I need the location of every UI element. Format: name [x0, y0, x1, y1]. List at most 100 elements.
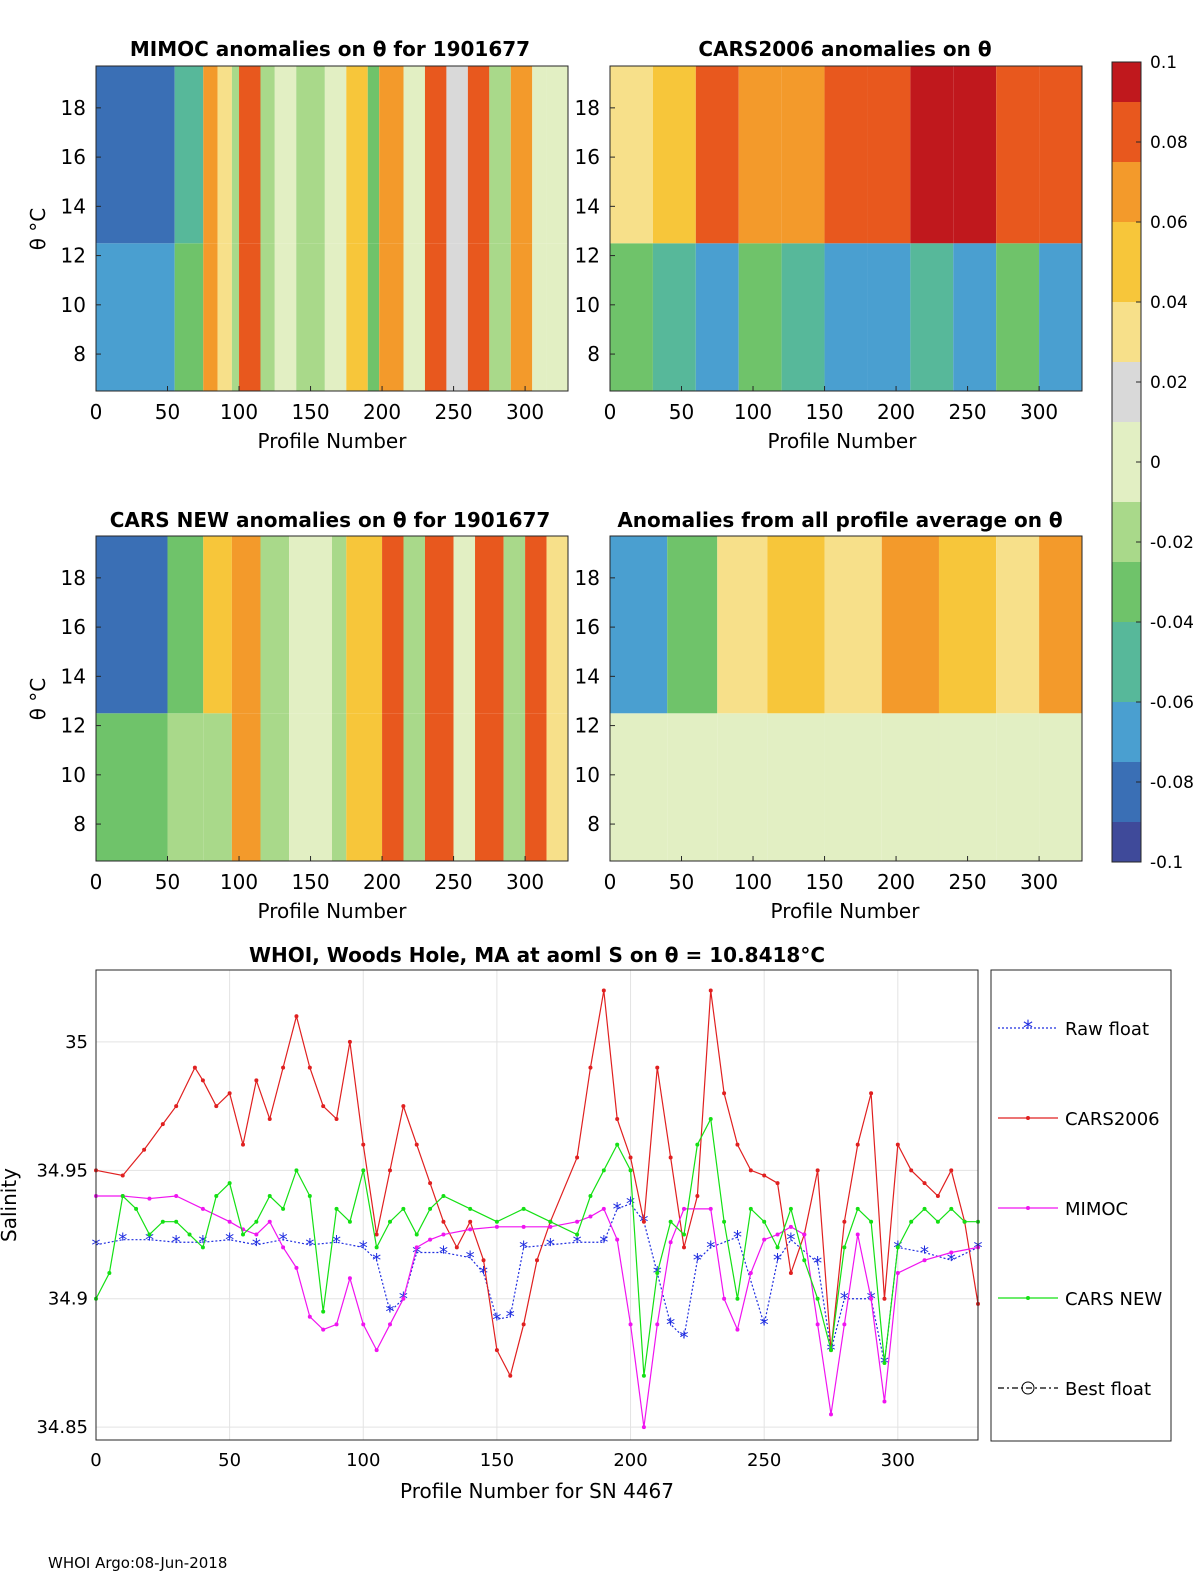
data-point-mimoc: [548, 1224, 553, 1229]
data-point-cars2006: [508, 1373, 513, 1378]
data-point-cars-new: [401, 1206, 406, 1211]
colorbar-segment: [1112, 582, 1141, 603]
heatmap-cell: [953, 243, 997, 391]
data-point-raw-float: *: [118, 1230, 127, 1251]
colorbar-tick-label: -0.06: [1150, 693, 1194, 713]
colorbar-segment: [1112, 262, 1141, 283]
colorbar-segment: [1112, 502, 1141, 523]
data-point-cars2006: [775, 1181, 780, 1186]
data-point-cars2006: [722, 1091, 727, 1096]
x-tick-labels: 0 50 100 150 200 250 300: [604, 386, 1058, 424]
heatmap-cell: [738, 243, 782, 391]
heatmap-cell: [996, 536, 1040, 714]
panel-title: CARS NEW anomalies on θ for 1901677: [110, 508, 551, 532]
data-point-cars2006: [227, 1091, 232, 1096]
data-point-cars-new: [414, 1232, 419, 1237]
heatmap-cell: [167, 713, 204, 861]
x-tick-label: 200: [877, 400, 915, 424]
data-point-cars2006: [535, 1258, 539, 1263]
data-point-raw-float: *: [332, 1232, 341, 1253]
data-point-cars2006: [214, 1104, 219, 1109]
data-point-cars-new: [895, 1245, 900, 1250]
heatmap-cell: [274, 66, 297, 244]
heatmap-cell: [738, 66, 782, 244]
heatmap-cells: [96, 66, 568, 391]
data-point-cars2006: [882, 1296, 887, 1301]
data-point-mimoc: [615, 1237, 620, 1242]
y-tick-label: 12: [61, 244, 86, 268]
panel-title: WHOI, Woods Hole, MA at aoml S on θ = 10…: [249, 943, 825, 967]
data-point-mimoc: [655, 1322, 660, 1327]
data-point-cars-new: [615, 1142, 620, 1147]
data-point-mimoc: [321, 1327, 326, 1332]
data-point-cars-new: [962, 1219, 967, 1224]
heatmap-cell: [546, 536, 568, 714]
footer-label: WHOI Argo:08-Jun-2018: [48, 1554, 227, 1572]
data-point-cars2006: [401, 1104, 406, 1109]
data-point-cars2006: [682, 1245, 686, 1250]
data-point-cars2006: [748, 1168, 753, 1173]
data-point-raw-float: *: [599, 1232, 608, 1253]
data-point-cars-new: [588, 1194, 593, 1199]
data-point-raw-float: *: [172, 1232, 181, 1253]
data-point-mimoc: [895, 1271, 900, 1276]
data-point-cars2006: [708, 988, 713, 993]
heatmap-cell: [203, 243, 218, 391]
heatmap-cell: [1039, 536, 1082, 714]
legend-label: CARS2006: [1065, 1109, 1160, 1130]
data-point-cars-new: [722, 1219, 727, 1224]
data-point-cars2006: [762, 1173, 767, 1178]
x-tick-label: 100: [220, 400, 258, 424]
x-tick-label: 300: [506, 400, 544, 424]
data-point-cars2006: [641, 1219, 646, 1224]
heatmap-cell: [217, 243, 232, 391]
y-tick-label: 10: [575, 763, 600, 787]
data-point-mimoc: [722, 1296, 727, 1301]
data-point-cars2006: [120, 1173, 125, 1178]
colorbar: 0.1 0.08 0.06 0.04 0.02 0 -0.02 -0.04 -0.06 -0.08…: [1111, 53, 1194, 873]
data-point-cars2006: [174, 1104, 179, 1109]
data-point-mimoc: [374, 1348, 379, 1353]
data-point-raw-float: *: [519, 1237, 528, 1258]
data-point-cars2006: [695, 1194, 700, 1199]
data-point-cars-new: [788, 1206, 793, 1211]
data-point-raw-float: *: [479, 1263, 488, 1284]
heatmap-cell: [332, 536, 347, 714]
heatmap-cell: [546, 243, 568, 391]
data-point-mimoc: [147, 1196, 152, 1201]
heatmap-cell: [379, 243, 404, 391]
colorbar-segment: [1112, 782, 1141, 803]
colorbar-segment: [1112, 142, 1141, 163]
colorbar-segment: [1112, 822, 1141, 843]
heatmap-cell: [174, 243, 204, 391]
legend-box: [990, 969, 1172, 1442]
y-tick-label: 10: [61, 293, 86, 317]
x-tick-label: 50: [218, 1450, 241, 1471]
data-point-cars-new: [120, 1194, 125, 1199]
data-point-cars2006: [374, 1232, 379, 1237]
plot-background: [96, 970, 978, 1440]
data-point-cars2006: [655, 1065, 660, 1070]
heatmap-cell: [231, 713, 261, 861]
data-point-mimoc: [441, 1232, 446, 1237]
heatmap-cell: [203, 536, 232, 714]
x-tick-label: 150: [480, 1450, 514, 1471]
colorbar-segment: [1112, 282, 1141, 303]
heatmap-cell: [1039, 243, 1082, 391]
data-point-cars2006: [842, 1219, 847, 1224]
heatmap-cells: [610, 536, 1082, 861]
colorbar-segment: [1112, 242, 1141, 263]
data-point-cars-new: [134, 1206, 139, 1211]
x-tick-label: 300: [1020, 870, 1058, 894]
data-point-cars-new: [160, 1219, 165, 1224]
heatmap-cell: [489, 66, 511, 244]
data-point-mimoc: [414, 1245, 419, 1250]
heatmap-cells: [96, 536, 568, 861]
heatmap-cell: [510, 243, 533, 391]
y-tick-labels: 35 34.95 34.9 34.85: [36, 1032, 88, 1438]
data-point-cars-new: [855, 1206, 860, 1211]
x-tick-label: 50: [669, 870, 694, 894]
data-point-mimoc: [307, 1314, 312, 1319]
data-point-cars2006: [454, 1245, 459, 1250]
data-point-cars-new: [735, 1296, 740, 1301]
